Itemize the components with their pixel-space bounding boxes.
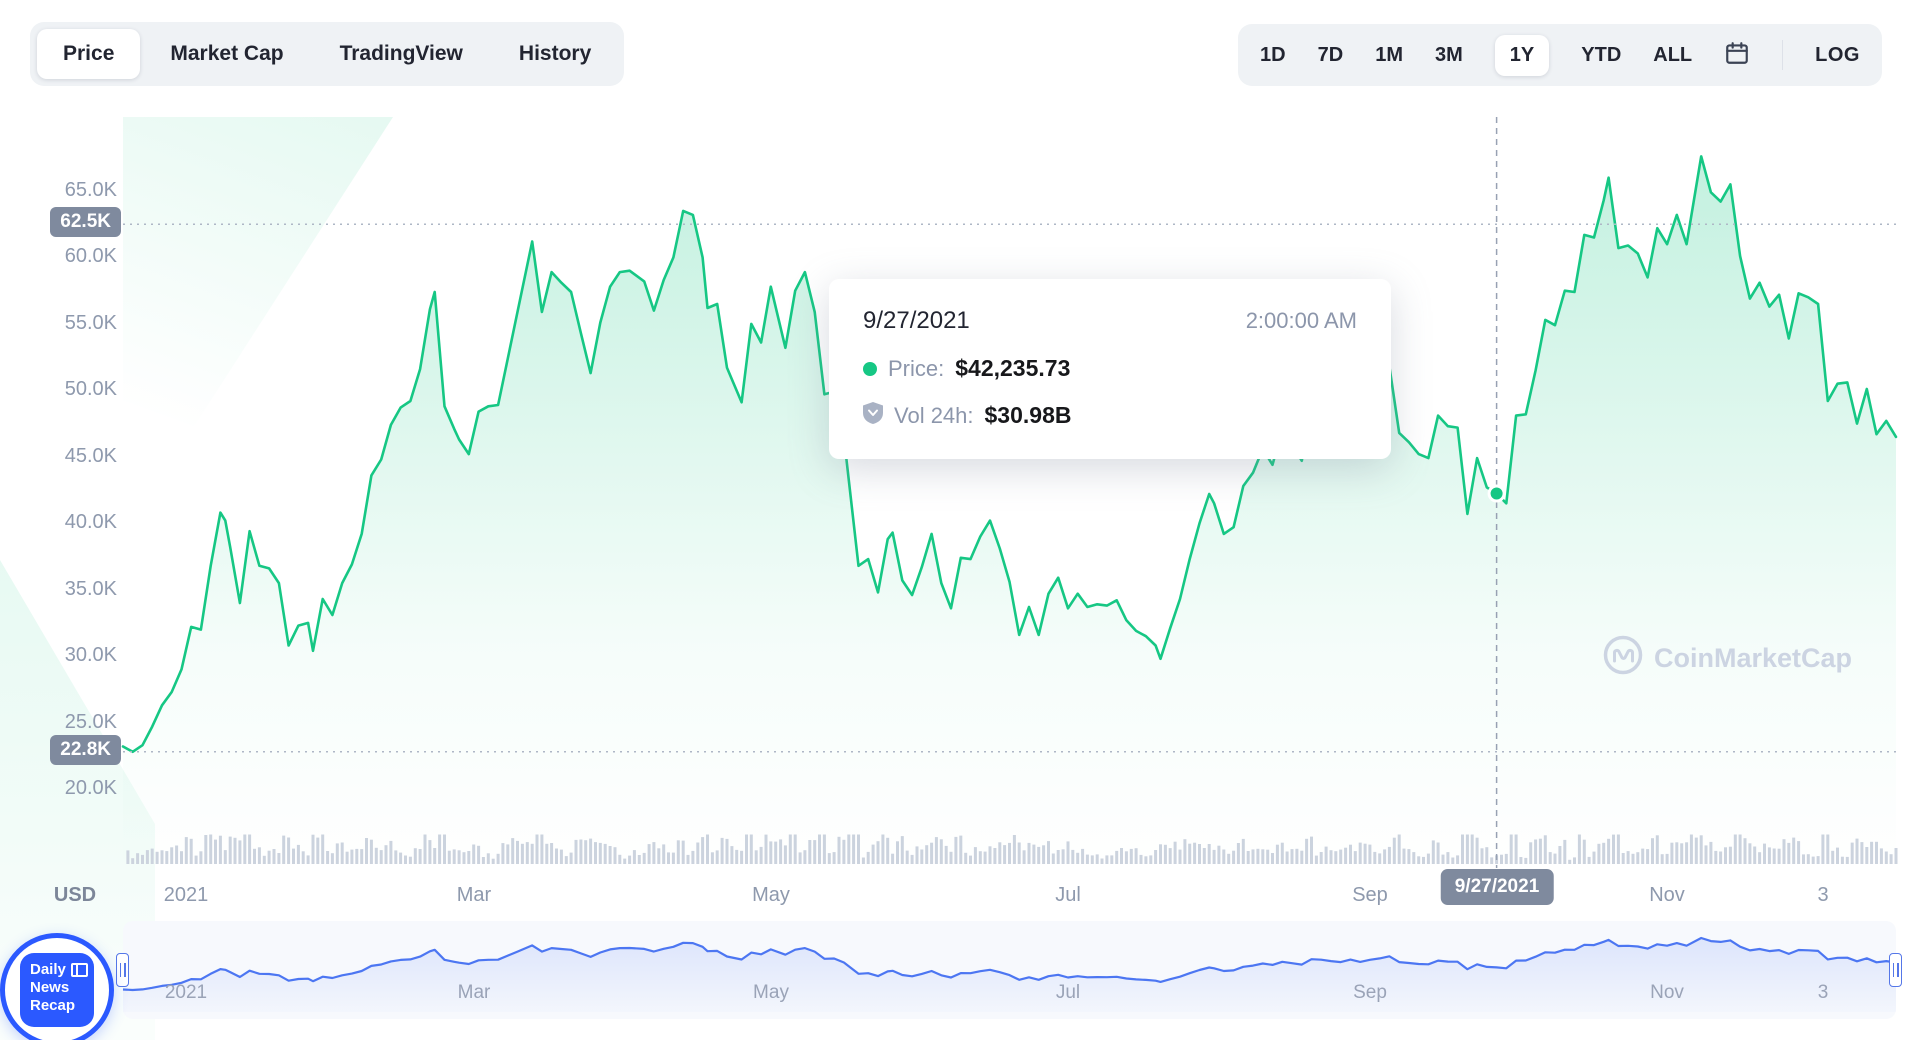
x-axis-label-3: 3 (1817, 884, 1829, 906)
y-axis-label: 35.0K (64, 577, 117, 600)
x-axis-label-sep: Sep (1352, 884, 1388, 906)
tooltip-vol-label: Vol 24h: (894, 402, 974, 428)
tooltip-time: 2:00:00 AM (1245, 308, 1357, 333)
tab-market-cap[interactable]: Market Cap (170, 42, 284, 65)
y-axis-label: 65.0K (64, 179, 117, 201)
price-dot-icon (863, 361, 877, 376)
coinmarketcap-watermark: CoinMarketCap (1602, 634, 1852, 683)
range-all[interactable]: ALL (1653, 43, 1693, 66)
toolbar-divider (1782, 40, 1784, 70)
nav-axis-label-2021: 2021 (164, 982, 208, 1003)
price-area-series (121, 155, 1898, 868)
tab-tradingview[interactable]: TradingView (339, 42, 463, 65)
x-axis-label-nov: Nov (1649, 884, 1685, 906)
crosshair-date-badge: 9/27/2021 (1440, 869, 1554, 905)
film-icon (70, 963, 88, 977)
crosshair (1487, 117, 1506, 868)
range-7d[interactable]: 7D (1317, 43, 1344, 66)
y-axis-label: 55.0K (64, 311, 117, 334)
range-1y[interactable]: 1Y (1494, 34, 1550, 76)
y-axis: 65.0K 60.0K 55.0K 50.0K 45.0K 40.0K 35.0K 30.0K… (0, 0, 123, 1040)
daily-news-recap-label: Daily News Recap (20, 953, 94, 1027)
news-line-3: Recap (30, 997, 76, 1014)
daily-news-recap-button[interactable]: Daily News Recap (0, 933, 114, 1040)
navigator-series (122, 936, 1897, 1012)
range-ytd[interactable]: YTD (1581, 43, 1622, 66)
y-axis-badge: 22.8K (50, 734, 121, 765)
navigator-right-handle[interactable] (1889, 953, 1902, 987)
tab-price[interactable]: Price (37, 29, 141, 79)
calendar-button[interactable] (1724, 40, 1750, 71)
tooltip-vol-value: $30.98B (984, 402, 1072, 428)
y-axis-label: 60.0K (64, 245, 117, 268)
range-1m[interactable]: 1M (1375, 43, 1403, 66)
nav-axis-label-3: 3 (1817, 982, 1829, 1003)
chart-tooltip: 9/27/2021 2:00:00 AM Price: $42,235.73 V… (829, 279, 1391, 459)
watermark-text: CoinMarketCap (1654, 643, 1853, 673)
y-axis-label: 40.0K (64, 511, 117, 534)
y-axis-badge: 62.5K (50, 207, 121, 238)
log-scale-toggle[interactable]: LOG (1815, 43, 1860, 66)
range-buttons: 1D 7D 1M 3M 1Y YTD ALL (1260, 34, 1693, 76)
y-axis-label: 50.0K (64, 378, 117, 401)
range-1d[interactable]: 1D (1260, 43, 1286, 66)
currency-label: USD (53, 884, 97, 906)
coinmarketcap-logo-icon (1602, 634, 1644, 683)
time-range-toolbar: 1D 7D 1M 3M 1Y YTD ALL LOG (1238, 24, 1882, 86)
navigator-left-handle[interactable] (116, 953, 129, 987)
chart-type-tabs: Price Market Cap TradingView History (30, 22, 625, 86)
y-axis-label: 25.0K (64, 710, 117, 733)
volume-shield-icon (863, 402, 883, 429)
y-axis-label: 30.0K (64, 644, 117, 667)
x-axis-label-2021: 2021 (163, 884, 209, 906)
news-line-2: News (30, 979, 70, 996)
nav-axis-label-nov: Nov (1650, 982, 1684, 1003)
x-axis-label-jul: Jul (1055, 884, 1081, 906)
news-line-1: Daily (30, 961, 66, 978)
tooltip-price-value: $42,235.73 (955, 355, 1071, 381)
nav-axis-label-may: May (753, 982, 789, 1003)
y-axis-label: 20.0K (64, 777, 117, 800)
high-low-dotted-lines (123, 223, 1896, 753)
nav-axis-label-jul: Jul (1055, 982, 1081, 1003)
tab-history[interactable]: History (518, 42, 592, 65)
nav-axis-label-mar: Mar (457, 982, 491, 1003)
range-3m[interactable]: 3M (1435, 43, 1463, 66)
x-axis-label-may: May (752, 884, 790, 906)
nav-axis-label-sep: Sep (1353, 982, 1387, 1003)
y-axis-label: 45.0K (64, 444, 117, 467)
x-axis-label-mar: Mar (456, 884, 492, 906)
tooltip-date: 9/27/2021 (863, 307, 970, 334)
calendar-icon (1724, 40, 1750, 71)
tooltip-price-label: Price: (888, 355, 945, 381)
